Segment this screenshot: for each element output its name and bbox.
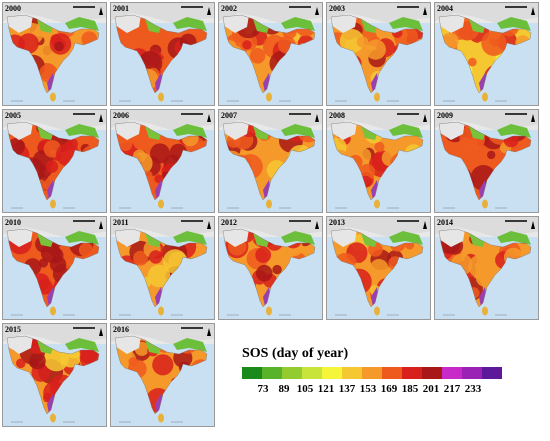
legend-ticks: 73 89 105 121 137 153 169 185 201 217 233 <box>242 383 502 395</box>
map-panel-2016: 2016 <box>110 323 215 427</box>
legend-swatch <box>282 367 302 379</box>
panel-year: 2016 <box>113 325 129 334</box>
panel-year: 2007 <box>221 111 237 120</box>
map-drawing <box>219 110 322 209</box>
map-drawing <box>111 217 214 316</box>
legend-tick-label: 233 <box>464 383 482 395</box>
legend-tick-label: 169 <box>380 383 398 395</box>
panel-year: 2015 <box>5 325 21 334</box>
map-drawing <box>435 110 538 209</box>
legend-tick-label: 137 <box>338 383 356 395</box>
map-panel-2013: 2013 <box>326 216 431 320</box>
map-drawing <box>327 217 430 316</box>
panel-year: 2010 <box>5 218 21 227</box>
map-drawing <box>327 110 430 209</box>
panel-year: 2004 <box>437 4 453 13</box>
legend-swatch <box>342 367 362 379</box>
map-drawing <box>3 3 106 102</box>
map-panel-2001: 2001 <box>110 2 215 106</box>
panel-year: 2008 <box>329 111 345 120</box>
map-panel-2011: 2011 <box>110 216 215 320</box>
map-panel-2002: 2002 <box>218 2 323 106</box>
legend-colorbar <box>242 367 502 379</box>
map-panel-2006: 2006 <box>110 109 215 213</box>
map-panel-2014: 2014 <box>434 216 539 320</box>
map-drawing <box>3 110 106 209</box>
panel-year: 2001 <box>113 4 129 13</box>
legend-tick-label: 73 <box>257 383 269 395</box>
legend-tick-label: 89 <box>278 383 290 395</box>
map-panel-2007: 2007 <box>218 109 323 213</box>
legend-swatch <box>302 367 322 379</box>
map-panel-2005: 2005 <box>2 109 107 213</box>
map-drawing <box>3 324 106 423</box>
panel-year: 2012 <box>221 218 237 227</box>
legend-swatch <box>442 367 462 379</box>
map-panel-2009: 2009 <box>434 109 539 213</box>
legend-tick-label: 201 <box>422 383 440 395</box>
legend-swatch <box>482 367 502 379</box>
map-drawing <box>219 3 322 102</box>
panel-year: 2000 <box>5 4 21 13</box>
panel-year: 2002 <box>221 4 237 13</box>
map-panel-2003: 2003 <box>326 2 431 106</box>
panel-year: 2005 <box>5 111 21 120</box>
legend-swatch <box>382 367 402 379</box>
legend-swatch <box>402 367 422 379</box>
map-drawing <box>327 3 430 102</box>
map-panel-2012: 2012 <box>218 216 323 320</box>
panel-year: 2003 <box>329 4 345 13</box>
map-panel-2000: 2000 <box>2 2 107 106</box>
legend-title: SOS (day of year) <box>242 346 349 361</box>
legend-tick-label: 153 <box>359 383 377 395</box>
map-drawing <box>435 217 538 316</box>
map-drawing <box>3 217 106 316</box>
map-drawing <box>111 324 214 423</box>
legend-swatch <box>242 367 262 379</box>
legend-swatch <box>322 367 342 379</box>
legend-swatch <box>362 367 382 379</box>
map-panel-2010: 2010 <box>2 216 107 320</box>
legend-tick-label: 121 <box>317 383 335 395</box>
map-panel-2004: 2004 <box>434 2 539 106</box>
panel-year: 2014 <box>437 218 453 227</box>
legend-swatch <box>422 367 442 379</box>
map-panel-2015: 2015 <box>2 323 107 427</box>
legend-tick-label: 105 <box>296 383 314 395</box>
panel-year: 2009 <box>437 111 453 120</box>
map-drawing <box>219 217 322 316</box>
legend-swatch <box>462 367 482 379</box>
panel-year: 2011 <box>113 218 129 227</box>
legend-swatch <box>262 367 282 379</box>
map-panel-2008: 2008 <box>326 109 431 213</box>
legend-tick-label: 217 <box>443 383 461 395</box>
legend-tick-label: 185 <box>401 383 419 395</box>
map-drawing <box>111 3 214 102</box>
map-drawing <box>111 110 214 209</box>
map-drawing <box>435 3 538 102</box>
panel-year: 2013 <box>329 218 345 227</box>
panel-year: 2006 <box>113 111 129 120</box>
sos-legend: SOS (day of year) 73 89 105 121 137 153 169 185… <box>242 346 502 395</box>
